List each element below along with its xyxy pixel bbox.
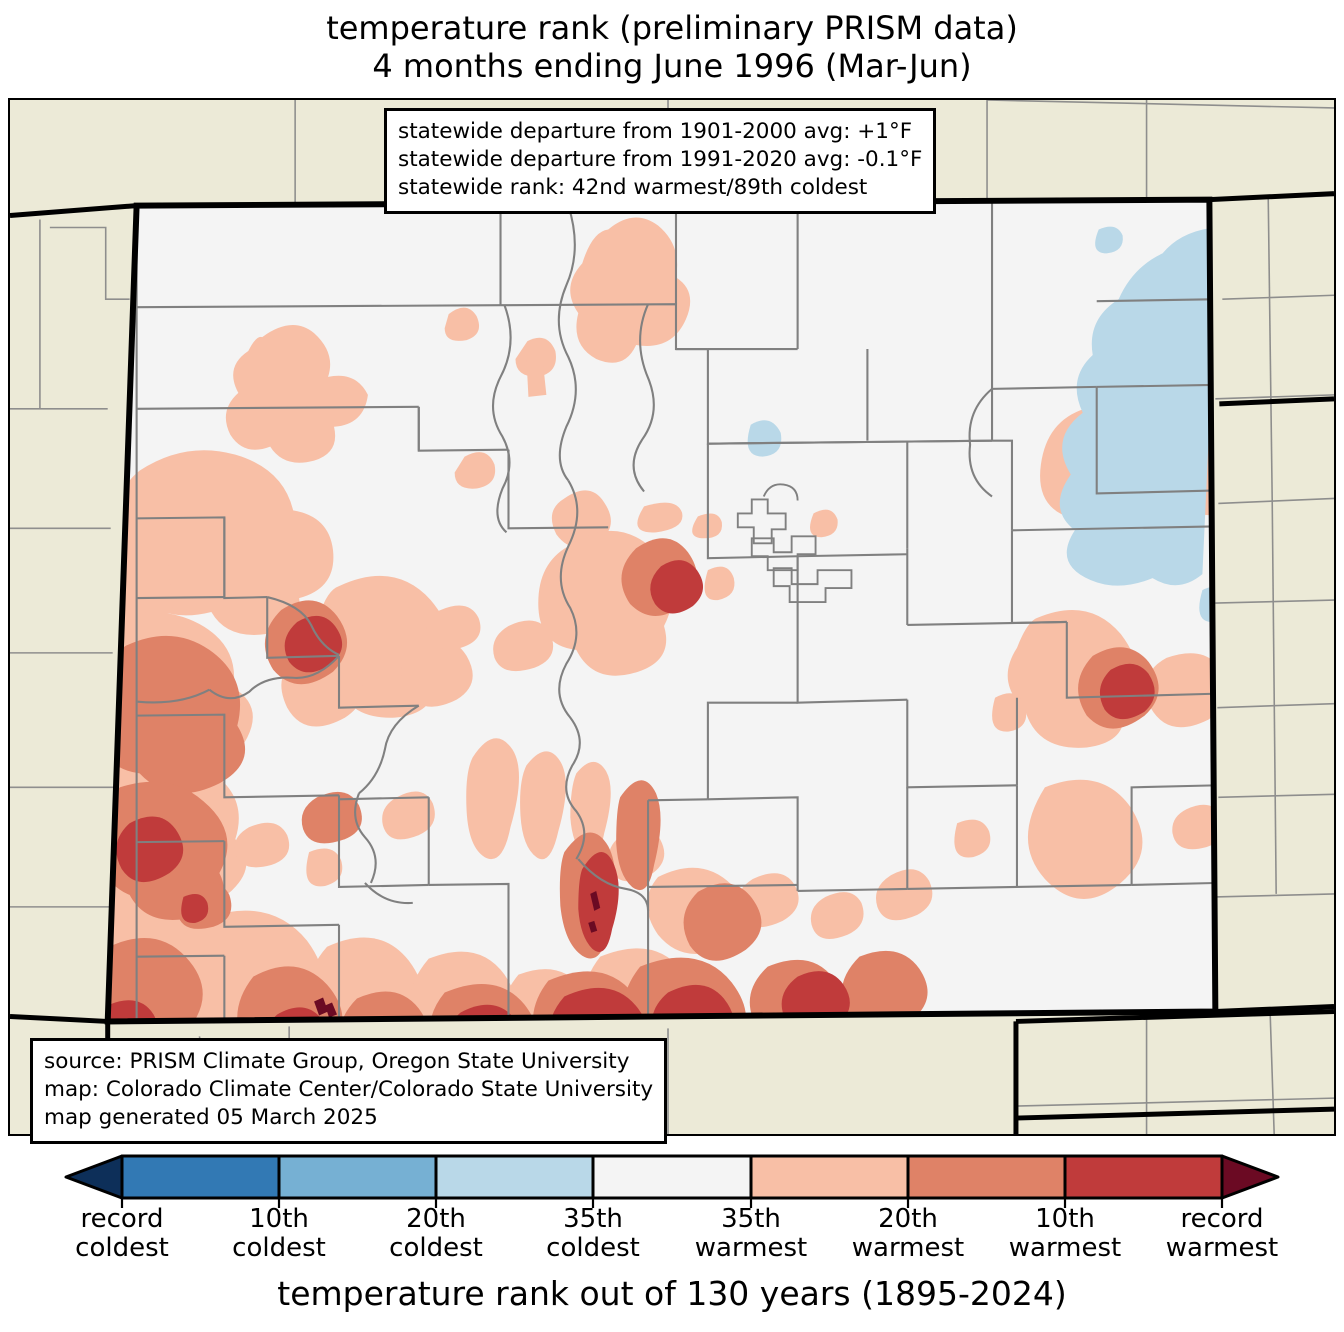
colorbar-ticks: [120, 1198, 1224, 1208]
colorbar-band-20th-coldest: [277, 1154, 438, 1200]
tick-label-bottom: coldest: [389, 1233, 483, 1264]
colorbar-arrow-record-coldest: [64, 1154, 124, 1200]
source-line-1: source: PRISM Climate Group, Oregon Stat…: [44, 1049, 630, 1074]
rank-band-record-warmest: [314, 890, 601, 1018]
tick-label-bottom: warmest: [694, 1233, 808, 1264]
colorado-county-lines: [135, 199, 1216, 1022]
colorbar-band-35th-coldest: [434, 1154, 595, 1200]
colorbar-tick-label-4: 35th warmest: [694, 1204, 808, 1264]
tick-label-top: 20th: [878, 1204, 938, 1234]
tick-label-bottom: warmest: [851, 1233, 965, 1264]
colorbar-arrow-record-warmest: [1220, 1154, 1280, 1200]
colorbar-swatches[interactable]: [0, 1148, 1344, 1208]
source-attribution-box: source: PRISM Climate Group, Oregon Stat…: [30, 1038, 668, 1144]
tick-label-top: 35th: [721, 1204, 781, 1234]
neighbor-county-lines: [10, 100, 1334, 1134]
colorbar-band-20th-warmest: [906, 1154, 1067, 1200]
tick-label-top: 10th: [249, 1204, 309, 1234]
tick-label-bottom: warmest: [1008, 1233, 1122, 1264]
colorbar-tick-labels: record coldest 10th coldest 20th coldest 35th c…: [0, 1204, 1344, 1267]
colorbar-tick-label-0: record coldest: [75, 1204, 169, 1264]
stats-line-3: statewide rank: 42nd warmest/89th coldes…: [398, 174, 868, 200]
title-line-2: 4 months ending June 1996 (Mar-Jun): [372, 46, 972, 85]
tick-label-bottom: coldest: [75, 1233, 169, 1264]
stats-line-2: statewide departure from 1991-2020 avg: …: [398, 146, 923, 172]
colorbar-tick-label-7: record warmest: [1165, 1204, 1279, 1264]
tick-label-bottom: coldest: [546, 1233, 640, 1264]
tick-label-bottom: warmest: [1165, 1233, 1279, 1264]
colorado-temperature-rank-map[interactable]: [10, 100, 1334, 1134]
colorbar-tick-label-3: 35th coldest: [546, 1204, 640, 1264]
page-title: temperature rank (preliminary PRISM data…: [0, 9, 1344, 86]
colorbar-band-near-normal: [591, 1154, 753, 1200]
tick-label-top: record: [80, 1204, 164, 1234]
tick-label-top: 20th: [406, 1204, 466, 1234]
colorbar[interactable]: [0, 1148, 1344, 1332]
source-line-3: map generated 05 March 2025: [44, 1104, 378, 1130]
colorbar-tick-label-1: 10th coldest: [232, 1204, 326, 1264]
stats-line-1: statewide departure from 1901-2000 avg: …: [398, 119, 913, 144]
colorbar-axis-title: temperature rank out of 130 years (1895-…: [277, 1274, 1067, 1313]
rank-band-35th-coldest: [747, 226, 1216, 622]
statewide-stats-box: statewide departure from 1901-2000 avg: …: [384, 108, 937, 214]
colorbar-tick-label-2: 20th coldest: [389, 1204, 483, 1264]
colorbar-band-10th-warmest: [1063, 1154, 1224, 1200]
denver-metro-county-lines: [736, 483, 853, 604]
source-line-2: map: Colorado Climate Center/Colorado St…: [44, 1076, 654, 1102]
rank-band-10th-warmest: [107, 560, 1155, 1022]
tick-label-top: 35th: [563, 1204, 623, 1234]
colorbar-band-35th-warmest: [749, 1154, 910, 1200]
title-line-1: temperature rank (preliminary PRISM data…: [326, 9, 1018, 47]
colorbar-tick-label-6: 10th warmest: [1008, 1204, 1122, 1264]
colorbar-band-10th-coldest: [120, 1154, 281, 1200]
tick-label-bottom: coldest: [232, 1233, 326, 1264]
tick-label-top: record: [1180, 1204, 1264, 1234]
map-panel[interactable]: [8, 98, 1336, 1136]
tick-label-top: 10th: [1035, 1204, 1095, 1234]
colorbar-tick-label-5: 20th warmest: [851, 1204, 965, 1264]
